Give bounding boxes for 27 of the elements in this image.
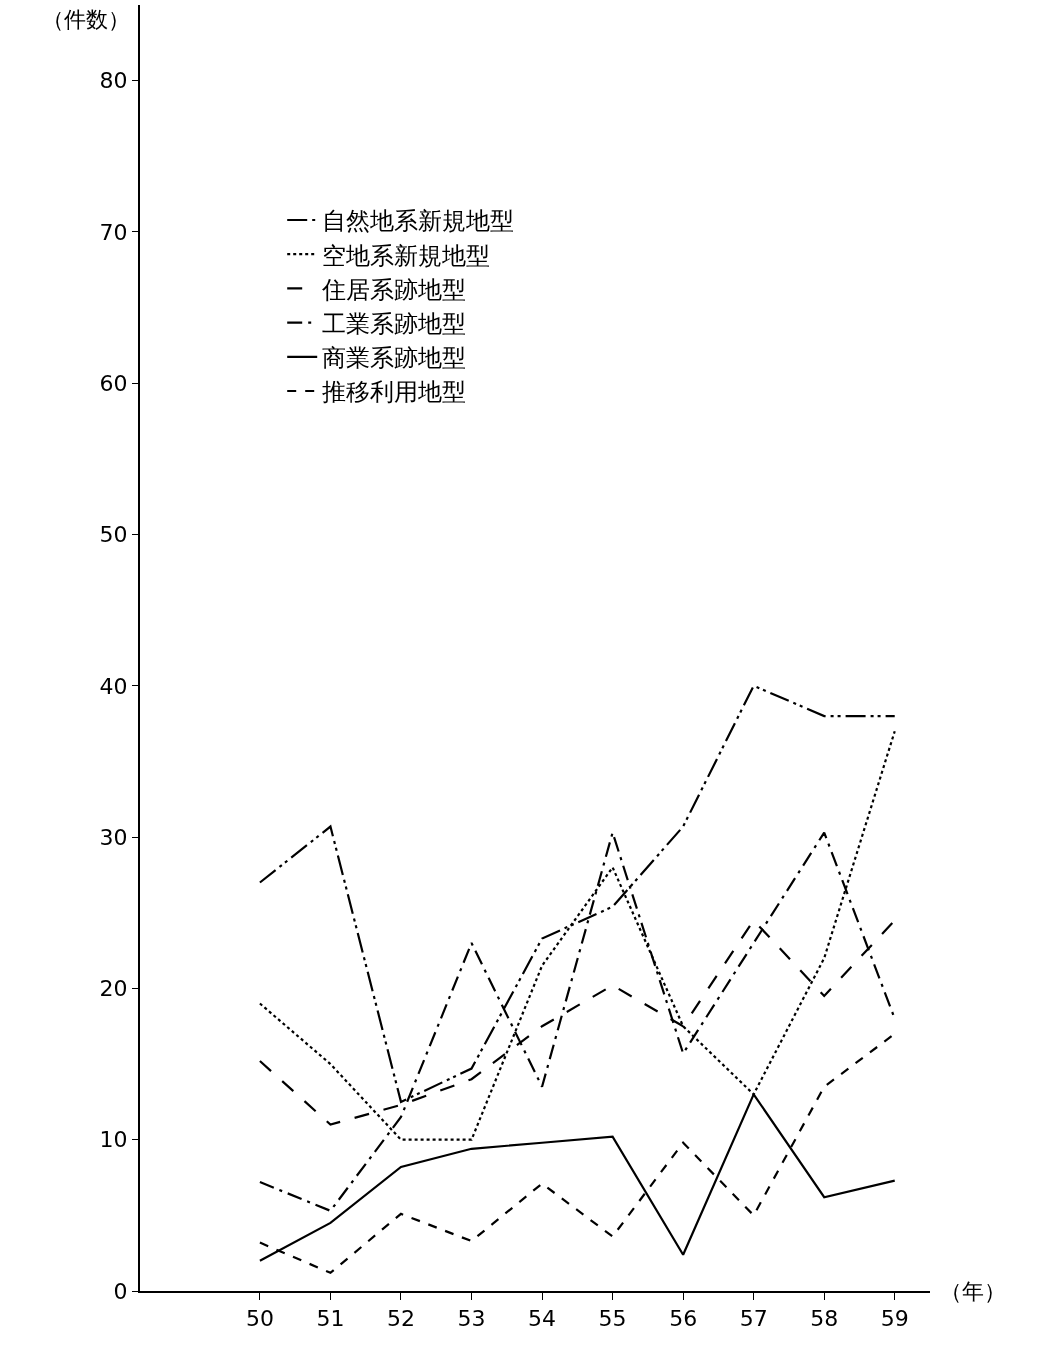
x-tick-label: 51	[316, 1306, 345, 1332]
legend-label: 空地系新規地型	[322, 241, 491, 270]
y-tick-label: 40	[99, 673, 128, 699]
x-tick-label: 58	[810, 1306, 839, 1332]
y-tick-label: 30	[99, 824, 128, 850]
x-tick-label: 52	[386, 1306, 415, 1332]
y-tick-label: 10	[99, 1127, 128, 1153]
y-tick-label: 50	[99, 522, 128, 548]
x-tick-label: 54	[528, 1306, 557, 1332]
y-tick-label: 60	[99, 370, 128, 396]
y-tick-label: 0	[113, 1278, 128, 1304]
y-tick-label: 80	[99, 68, 128, 94]
legend-label: 推移利用地型	[322, 378, 467, 407]
legend-label: 工業系跡地型	[322, 309, 467, 338]
y-tick-label: 70	[99, 219, 128, 245]
x-axis-title: （年）	[940, 1279, 1006, 1304]
y-tick-label: 20	[99, 976, 128, 1002]
legend-label: 住居系跡地型	[321, 275, 467, 304]
y-axis-title: （件数）	[42, 7, 130, 32]
x-tick-label: 59	[880, 1306, 909, 1332]
x-tick-label: 50	[245, 1306, 274, 1332]
legend-label: 商業系跡地型	[322, 344, 467, 373]
x-tick-label: 55	[598, 1306, 627, 1332]
x-tick-label: 57	[739, 1306, 768, 1332]
x-tick-label: 53	[457, 1306, 486, 1332]
legend-label: 自然地系新規地型	[322, 207, 515, 236]
x-tick-label: 56	[669, 1306, 698, 1332]
